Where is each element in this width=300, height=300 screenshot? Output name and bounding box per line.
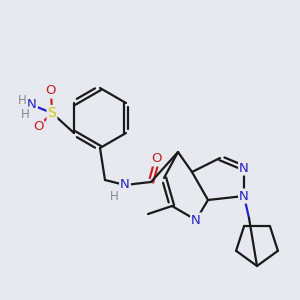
Text: H: H — [18, 94, 26, 106]
Text: N: N — [27, 98, 37, 112]
Text: N: N — [120, 178, 130, 191]
Text: O: O — [46, 85, 56, 98]
Text: S: S — [48, 106, 56, 120]
Text: O: O — [152, 152, 162, 166]
Text: N: N — [239, 190, 249, 202]
Text: O: O — [33, 121, 43, 134]
Text: N: N — [239, 161, 249, 175]
Text: H: H — [21, 107, 29, 121]
Text: H: H — [110, 190, 118, 203]
Text: N: N — [191, 214, 201, 226]
